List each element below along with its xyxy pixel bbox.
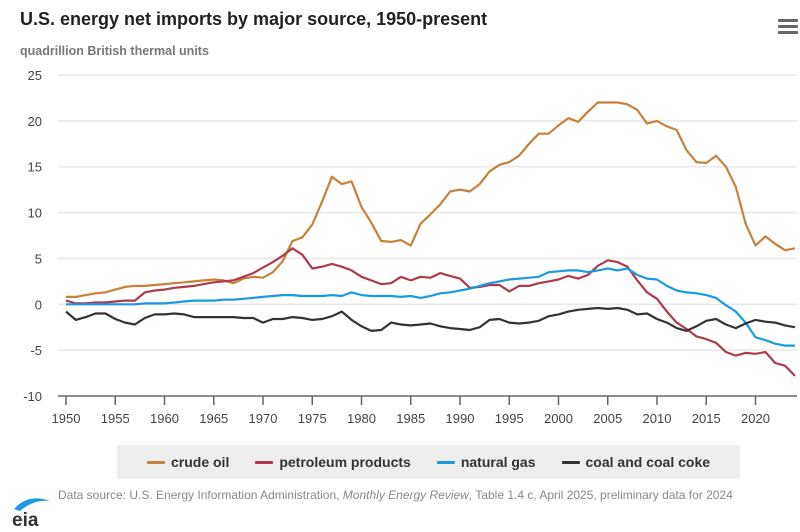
series-line-natural-gas <box>66 267 795 347</box>
legend-item-crude-oil[interactable]: crude oil <box>146 454 230 470</box>
legend-item-petroleum-products[interactable]: petroleum products <box>255 454 411 470</box>
x-tick-label: 1970 <box>249 411 278 426</box>
source-publication: Monthly Energy Review <box>342 488 469 502</box>
x-tick-label: 2010 <box>643 411 672 426</box>
x-tick-label: 1960 <box>150 411 179 426</box>
x-tick-label: 2005 <box>593 411 622 426</box>
legend-swatch-natural-gas <box>436 460 455 464</box>
legend-label: petroleum products <box>279 454 411 470</box>
data-source-note: Data source: U.S. Energy Information Adm… <box>58 488 733 502</box>
y-tick-label: 25 <box>28 68 42 83</box>
svg-text:eia: eia <box>12 510 39 529</box>
x-axis: 1950 1955 1960 1965 1970 1975 1980 1985 1990 1995… <box>52 395 797 426</box>
x-tick-label: 1995 <box>495 411 524 426</box>
chart-title: U.S. energy net imports by major source,… <box>20 9 488 29</box>
y-tick-label: 0 <box>35 297 42 312</box>
x-tick-label: 2020 <box>741 411 770 426</box>
hamburger-menu-icon[interactable] <box>778 19 798 35</box>
y-tick-label: -10 <box>23 389 42 404</box>
legend-label: crude oil <box>170 454 230 470</box>
x-tick-label: 1975 <box>298 411 327 426</box>
eia-logo-icon: eia <box>12 498 50 529</box>
y-tick-label: 10 <box>28 206 42 221</box>
legend-label: natural gas <box>460 454 536 470</box>
chart-subtitle: quadrillion British thermal units <box>20 44 209 58</box>
x-tick-label: 1950 <box>52 411 81 426</box>
y-tick-label: 15 <box>28 160 42 175</box>
x-tick-label: 1955 <box>101 411 130 426</box>
legend-item-coal[interactable]: coal and coal coke <box>561 454 711 470</box>
x-tick-label: 2000 <box>544 411 573 426</box>
x-tick-label: 2015 <box>692 411 721 426</box>
legend: crude oil petroleum products natural gas… <box>117 445 740 479</box>
legend-item-natural-gas[interactable]: natural gas <box>436 454 536 470</box>
x-tick-label: 1985 <box>396 411 425 426</box>
legend-swatch-petroleum-products <box>255 460 274 464</box>
series-line-petroleum-products <box>65 247 796 377</box>
legend-swatch-crude-oil <box>146 460 165 464</box>
legend-swatch-coal <box>561 460 580 464</box>
legend-label: coal and coal coke <box>585 454 711 470</box>
x-tick-label: 1990 <box>446 411 475 426</box>
y-tick-label: 5 <box>35 251 42 266</box>
x-tick-label: 1980 <box>347 411 376 426</box>
gridlines <box>58 74 797 351</box>
y-axis: 25 20 15 10 5 0 -5 -10 <box>23 68 42 404</box>
series-lines <box>65 101 796 377</box>
y-tick-label: 20 <box>28 114 42 129</box>
series-line-crude-oil <box>66 101 796 298</box>
x-tick-label: 1965 <box>199 411 228 426</box>
footer: eia Data source: U.S. Energy Information… <box>0 485 800 532</box>
y-tick-label: -5 <box>30 343 42 358</box>
series-line-coal <box>65 306 796 332</box>
